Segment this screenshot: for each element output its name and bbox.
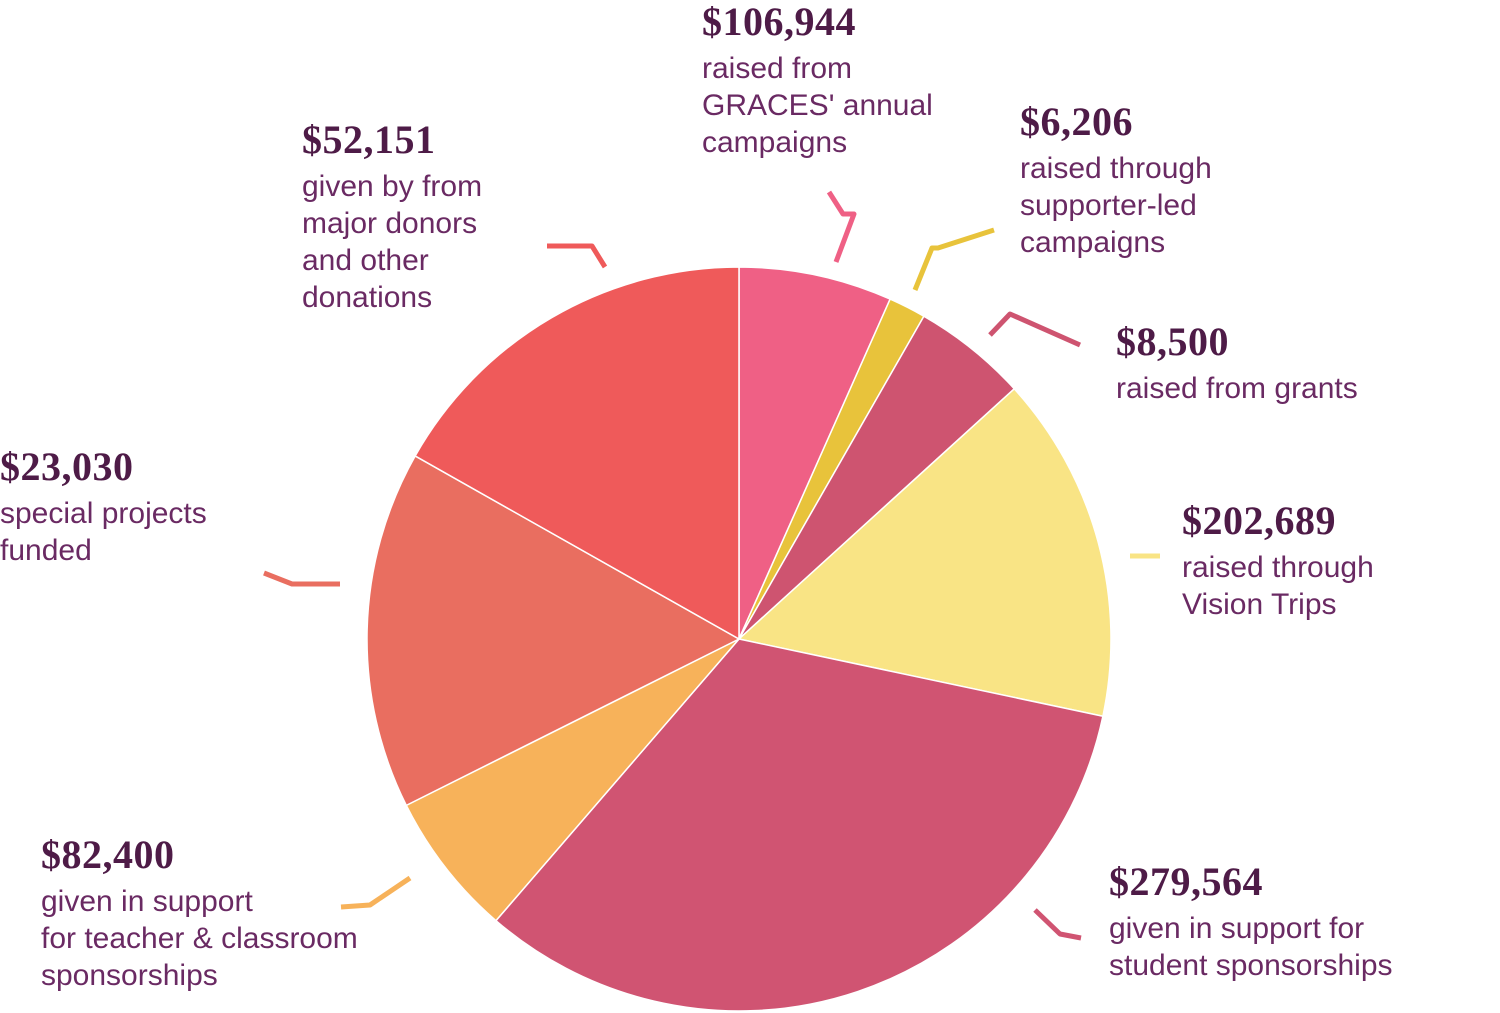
slice-label-supporter-led: $6,206 raised through supporter-led camp…: [1020, 100, 1212, 261]
description-label: given in support for student sponsorship…: [1109, 912, 1393, 982]
leader-line-supporter-led: [912, 227, 995, 291]
leader-line-major-donors: [547, 243, 608, 269]
slice-label-annual-campaigns: $106,944 raised from GRACES' annual camp…: [702, 0, 933, 161]
leader-line-student-sponsorships: [1033, 908, 1082, 941]
pie-slice-major-donors: [414, 266, 740, 640]
description-label: raised through Vision Trips: [1182, 551, 1374, 621]
pie-slice-vision-trips: [738, 388, 1112, 717]
amount-label: $6,206: [1020, 99, 1133, 144]
pie-slice-annual-campaigns: [738, 266, 891, 640]
description-label: given by from major donors and other don…: [302, 170, 483, 314]
amount-label: $279,564: [1109, 859, 1263, 904]
amount-label: $8,500: [1116, 319, 1229, 364]
amount-label: $106,944: [702, 0, 856, 44]
leader-line-teacher-classroom: [340, 875, 412, 910]
slice-label-vision-trips: $202,689 raised through Vision Trips: [1182, 499, 1374, 623]
amount-label: $202,689: [1182, 498, 1336, 543]
pie-slice-special-projects: [366, 455, 740, 807]
slice-label-grants: $8,500 raised from grants: [1116, 320, 1358, 407]
amount-label: $52,151: [302, 117, 436, 162]
leader-line-annual-campaigns: [826, 190, 857, 263]
amount-label: $82,400: [41, 832, 175, 877]
description-label: special projects funded: [0, 497, 207, 567]
slice-label-major-donors: $52,151 given by from major donors and o…: [302, 118, 482, 316]
slice-label-teacher-classroom: $82,400 given in support for teacher & c…: [41, 833, 358, 994]
pie-slices: [366, 266, 1112, 1012]
leader-line-grants: [988, 311, 1082, 348]
description-label: given in support for teacher & classroom…: [41, 885, 358, 992]
description-label: raised from grants: [1116, 372, 1358, 405]
pie-slice-student-sponsorships: [495, 638, 1104, 1012]
amount-label: $23,030: [0, 444, 134, 489]
slice-label-student-sponsorships: $279,564 given in support for student sp…: [1109, 860, 1393, 984]
slice-label-special-projects: $23,030 special projects funded: [0, 445, 207, 569]
description-label: raised through supporter-led campaigns: [1020, 152, 1212, 259]
leader-lines: [263, 190, 1160, 941]
description-label: raised from GRACES' annual campaigns: [702, 52, 933, 159]
pie-slice-teacher-classroom: [405, 638, 740, 922]
leader-line-special-projects: [263, 570, 340, 587]
